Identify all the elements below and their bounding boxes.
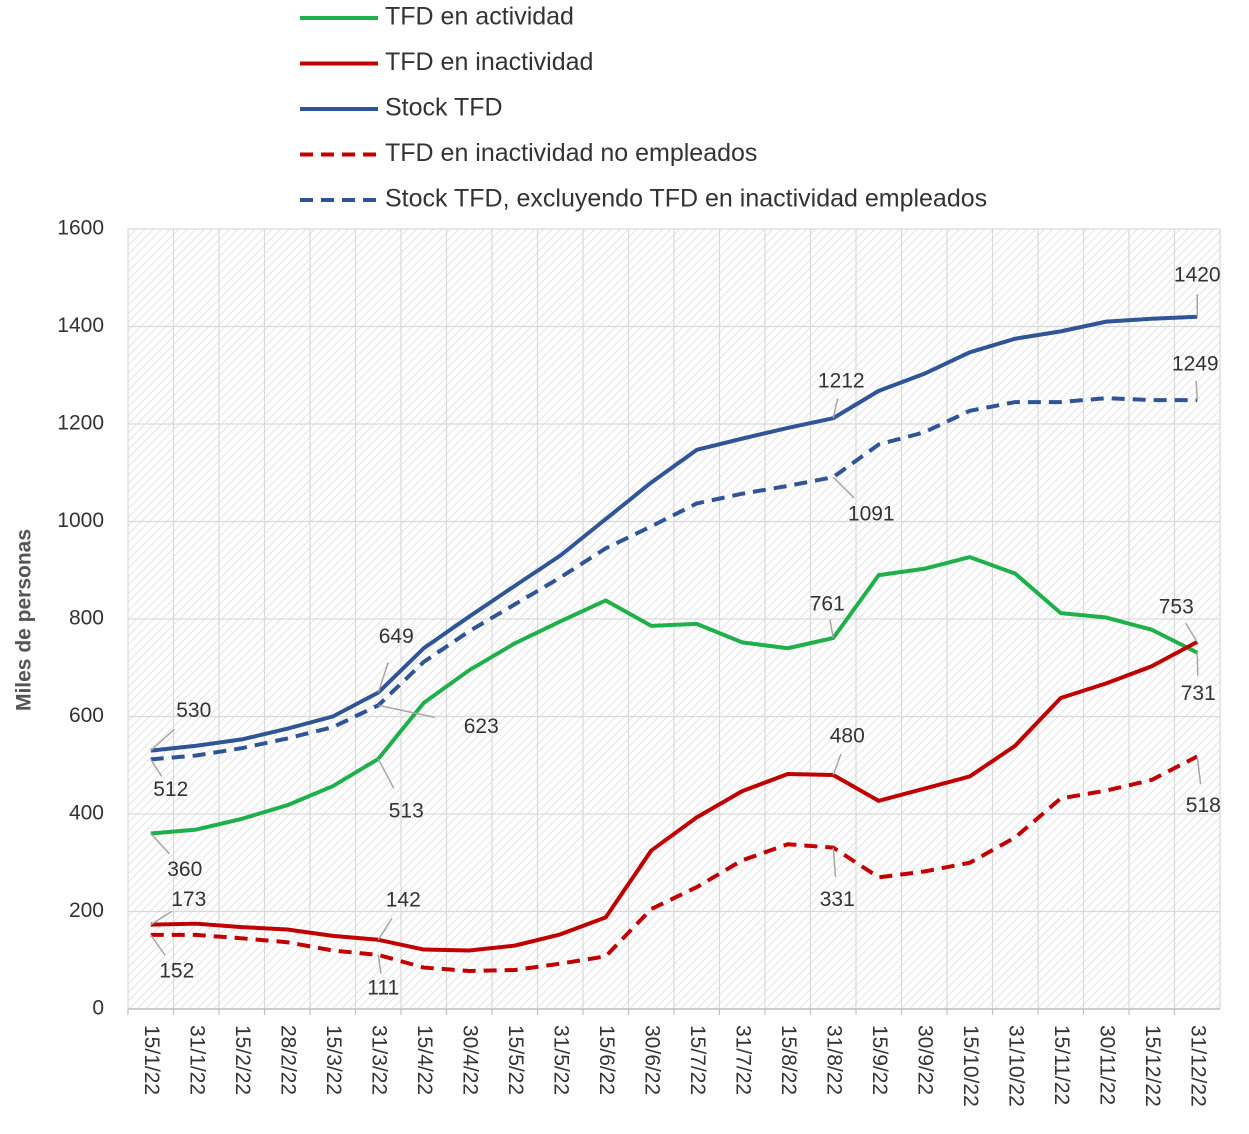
data-label: 1420	[1174, 263, 1221, 286]
leader-line	[150, 910, 173, 926]
leader-line	[377, 917, 393, 941]
x-tick-label: 15/9/22	[868, 1025, 891, 1095]
x-tick-label: 31/3/22	[368, 1025, 391, 1095]
y-tick-label: 800	[69, 607, 104, 630]
x-tick-label: 15/3/22	[322, 1025, 345, 1095]
data-label: 1249	[1172, 353, 1219, 376]
leader-line	[150, 934, 166, 956]
leader-line	[832, 847, 837, 877]
leader-line	[832, 476, 855, 499]
x-tick-label: 31/10/22	[1005, 1025, 1028, 1107]
x-tick-label: 31/12/22	[1187, 1025, 1210, 1107]
data-label: 731	[1181, 682, 1216, 705]
data-label: 753	[1159, 595, 1194, 618]
data-label: 1212	[818, 370, 865, 393]
y-tick-label: 600	[69, 704, 104, 727]
data-label: 142	[386, 888, 421, 911]
y-tick-label: 1400	[57, 314, 104, 337]
series-line	[150, 754, 1199, 973]
y-tick-label: 0	[92, 997, 104, 1020]
x-tick-label: 30/11/22	[1096, 1025, 1119, 1105]
data-label: 480	[830, 725, 865, 748]
x-tick-label: 15/11/22	[1050, 1025, 1073, 1105]
legend-label: TFD en inactividad no empleados	[385, 139, 757, 167]
x-tick-label: 15/5/22	[504, 1025, 527, 1095]
y-tick-label: 1000	[57, 509, 104, 532]
x-tick-label: 31/5/22	[550, 1025, 573, 1095]
leader-line	[150, 758, 163, 777]
data-label: 512	[153, 778, 188, 801]
x-tick-label: 15/10/22	[959, 1025, 982, 1107]
series-line	[150, 555, 1199, 836]
data-label: 623	[464, 715, 499, 738]
leader-line	[832, 753, 842, 776]
x-tick-label: 30/6/22	[641, 1025, 664, 1095]
leader-line	[150, 832, 171, 855]
data-label: 173	[171, 888, 206, 911]
legend-label: TFD en actividad	[385, 3, 574, 31]
x-tick-label: 15/1/22	[140, 1025, 163, 1095]
leader-line	[378, 704, 436, 719]
data-label: 649	[379, 625, 414, 648]
x-tick-label: 30/4/22	[459, 1025, 482, 1095]
data-label: 513	[389, 799, 424, 822]
x-tick-label: 15/6/22	[595, 1025, 618, 1095]
leader-line	[1196, 652, 1199, 676]
x-tick-label: 15/4/22	[413, 1025, 436, 1095]
data-label: 530	[176, 699, 211, 722]
data-label: 360	[167, 858, 202, 881]
y-tick-label: 400	[69, 802, 104, 825]
data-label: 1091	[848, 503, 895, 526]
x-tick-label: 15/7/22	[686, 1025, 709, 1095]
x-tick-label: 30/9/22	[914, 1025, 937, 1095]
series-line	[150, 640, 1199, 953]
x-tick-label: 15/8/22	[777, 1025, 800, 1095]
data-label: 152	[159, 959, 194, 982]
leader-line	[1195, 380, 1198, 401]
leader-line	[1185, 622, 1198, 643]
legend-label: Stock TFD, excluyendo TFD en inactividad…	[385, 185, 987, 213]
y-tick-label: 1600	[57, 217, 104, 240]
leader-line	[377, 954, 382, 974]
leader-line	[832, 398, 839, 419]
x-tick-label: 31/1/22	[186, 1025, 209, 1095]
x-tick-label: 15/12/22	[1141, 1025, 1164, 1107]
leader-line	[829, 619, 834, 639]
leader-line	[1196, 756, 1202, 785]
y-axis-title: Miles de personas	[13, 529, 36, 711]
legend-label: TFD en inactividad	[385, 48, 593, 76]
series-line	[150, 314, 1198, 753]
series-line	[150, 396, 1198, 762]
x-tick-label: 28/2/22	[277, 1025, 300, 1095]
data-label: 331	[820, 888, 855, 911]
x-tick-label: 15/2/22	[231, 1025, 254, 1095]
data-label: 518	[1186, 794, 1221, 817]
legend-label: Stock TFD	[385, 94, 503, 122]
x-tick-label: 31/7/22	[732, 1025, 755, 1095]
data-label: 761	[810, 593, 845, 616]
data-label: 111	[367, 976, 399, 999]
leader-line	[377, 758, 395, 789]
x-tick-label: 31/8/22	[823, 1025, 846, 1095]
leader-line	[377, 662, 389, 693]
leader-line	[150, 728, 175, 752]
y-tick-label: 1200	[57, 412, 104, 435]
y-tick-label: 200	[69, 899, 104, 922]
